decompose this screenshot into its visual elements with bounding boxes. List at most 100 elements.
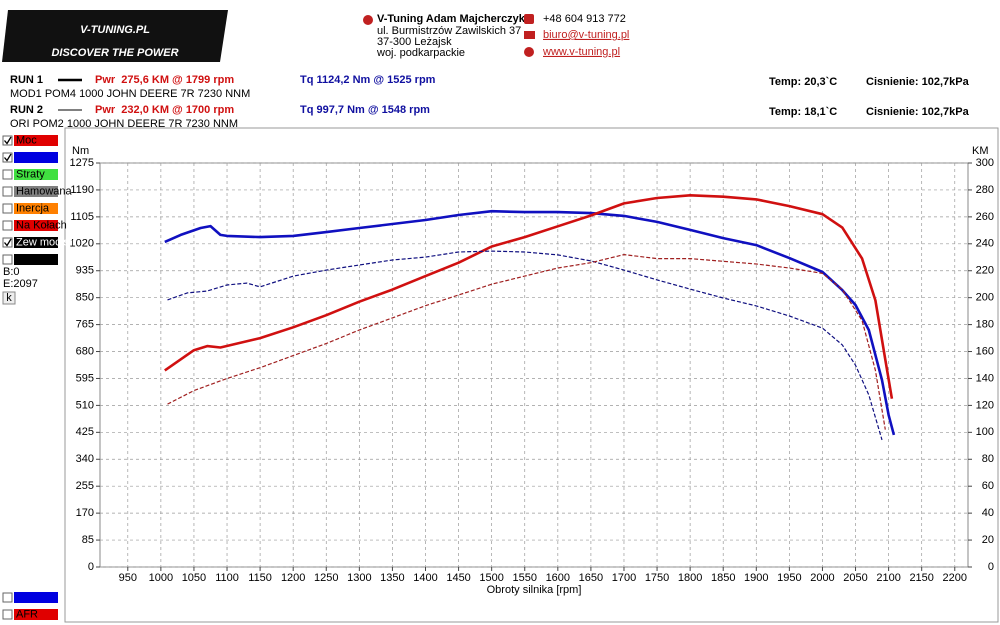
phone: +48 604 913 772: [543, 13, 626, 25]
x-tick-label: 2000: [810, 572, 834, 584]
email[interactable]: biuro@v-tuning.pl: [543, 29, 629, 41]
x-tick-label: 1450: [446, 572, 470, 584]
x-tick-label: 2100: [876, 572, 900, 584]
y2-tick-label: 80: [982, 453, 994, 465]
x-tick-label: 2200: [943, 572, 967, 584]
run-pwr: Pwr 275,6 KM @ 1799 rpm: [95, 74, 234, 86]
button-label: k: [6, 292, 12, 304]
x-tick-label: 1800: [678, 572, 702, 584]
checkbox[interactable]: [2, 237, 13, 248]
legend-label: Inercja: [16, 202, 50, 214]
legend-swatch: [14, 609, 58, 620]
legend-label: Moc: [16, 134, 37, 146]
checkbox[interactable]: [2, 186, 13, 197]
y-tick-label: 0: [88, 561, 94, 573]
run-tq: Tq 1124,2 Nm @ 1525 rpm: [300, 74, 436, 86]
run-temp: Temp: 20,3`C: [769, 76, 837, 88]
x-tick-label: 1350: [380, 572, 404, 584]
company: V-Tuning Adam Majcherczyk: [377, 13, 526, 25]
checkbox[interactable]: [2, 203, 13, 214]
y-axis-label: Nm: [72, 145, 89, 157]
x-tick-label: 1250: [314, 572, 338, 584]
x-tick-label: 950: [119, 572, 137, 584]
x-tick-label: 1700: [612, 572, 636, 584]
legend-label: Hamowana: [16, 185, 73, 197]
series-line: [167, 250, 883, 441]
legend-label: Straty: [16, 168, 45, 180]
legend-swatch: [14, 254, 58, 265]
y2-tick-label: 260: [976, 211, 994, 223]
legend-swatch: [14, 152, 58, 163]
y2-tick-label: 240: [976, 238, 994, 250]
x-tick-label: 1650: [579, 572, 603, 584]
x-tick-label: 1000: [149, 572, 173, 584]
y-tick-label: 1020: [70, 238, 94, 250]
series-line: [167, 254, 886, 430]
checkbox[interactable]: [2, 609, 13, 620]
button[interactable]: [2, 291, 16, 305]
x-tick-label: 1500: [479, 572, 503, 584]
y2-tick-label: 280: [976, 184, 994, 196]
legend-swatch: [14, 220, 58, 231]
logo-text: V-TUNING.PL: [80, 24, 150, 36]
x-tick-label: 2150: [909, 572, 933, 584]
run-pressure: Cisnienie: 102,7kPa: [866, 76, 970, 88]
y-tick-label: 1275: [70, 157, 94, 169]
checkbox[interactable]: [2, 169, 13, 180]
e-value: E:2097: [3, 278, 38, 290]
run-tq: Tq 997,7 Nm @ 1548 rpm: [300, 104, 430, 116]
y2-tick-label: 200: [976, 292, 994, 304]
checkbox[interactable]: [2, 152, 13, 163]
run-temp: Temp: 18,1`C: [769, 106, 837, 118]
x-tick-label: 1300: [347, 572, 371, 584]
checkbox[interactable]: [2, 135, 13, 146]
y-tick-label: 850: [76, 292, 94, 304]
logo: V-TUNING.PL DISCOVER THE POWER: [2, 10, 228, 62]
y-tick-label: 1190: [70, 184, 94, 196]
legend-swatch: [14, 237, 58, 248]
y2-tick-label: 40: [982, 507, 994, 519]
y2-tick-label: 220: [976, 265, 994, 277]
y2-tick-label: 20: [982, 534, 994, 546]
phone-icon: [524, 14, 534, 24]
y-tick-label: 255: [76, 480, 94, 492]
legend-swatch: [14, 592, 58, 603]
x-tick-label: 1850: [711, 572, 735, 584]
b-value: B:0: [3, 266, 20, 278]
y2-tick-label: 140: [976, 372, 994, 384]
x-tick-label: 1100: [215, 572, 239, 584]
y2-tick-label: 60: [982, 480, 994, 492]
y-tick-label: 340: [76, 453, 94, 465]
region: woj. podkarpackie: [376, 47, 465, 59]
checkbox[interactable]: [2, 220, 13, 231]
y2-tick-label: 100: [976, 426, 994, 438]
x-tick-label: 1600: [546, 572, 570, 584]
logo-bg: [2, 10, 228, 62]
x-tick-label: 2050: [843, 572, 867, 584]
chart: 0 85 170 255 340 425 510 595 680 765 850 935 1020 110…: [70, 145, 994, 596]
checkbox[interactable]: [2, 592, 13, 603]
checkbox[interactable]: [2, 254, 13, 265]
web-icon: [524, 47, 534, 57]
legend-swatch: [14, 203, 58, 214]
x-tick-label: 1200: [281, 572, 305, 584]
x-axis-label: Obroty silnika [rpm]: [487, 584, 582, 596]
legend-swatch: [14, 135, 58, 146]
legend-swatch: [14, 186, 58, 197]
web[interactable]: www.v-tuning.pl: [542, 46, 620, 58]
x-tick-label: 1150: [248, 572, 272, 584]
y-tick-label: 510: [76, 399, 94, 411]
city: 37-300 Leżajsk: [377, 36, 452, 48]
y-tick-label: 425: [76, 426, 94, 438]
check-mark: [4, 153, 12, 162]
y2-tick-label: 160: [976, 345, 994, 357]
y-tick-label: 935: [76, 265, 94, 277]
x-tick-label: 1050: [182, 572, 206, 584]
slogan: DISCOVER THE POWER: [51, 47, 178, 59]
y2-axis-label: KM: [972, 145, 989, 157]
legend-label: Zew moc str: [16, 236, 76, 248]
y2-tick-label: 300: [976, 157, 994, 169]
x-tick-label: 1950: [777, 572, 801, 584]
x-tick-label: 1400: [413, 572, 437, 584]
